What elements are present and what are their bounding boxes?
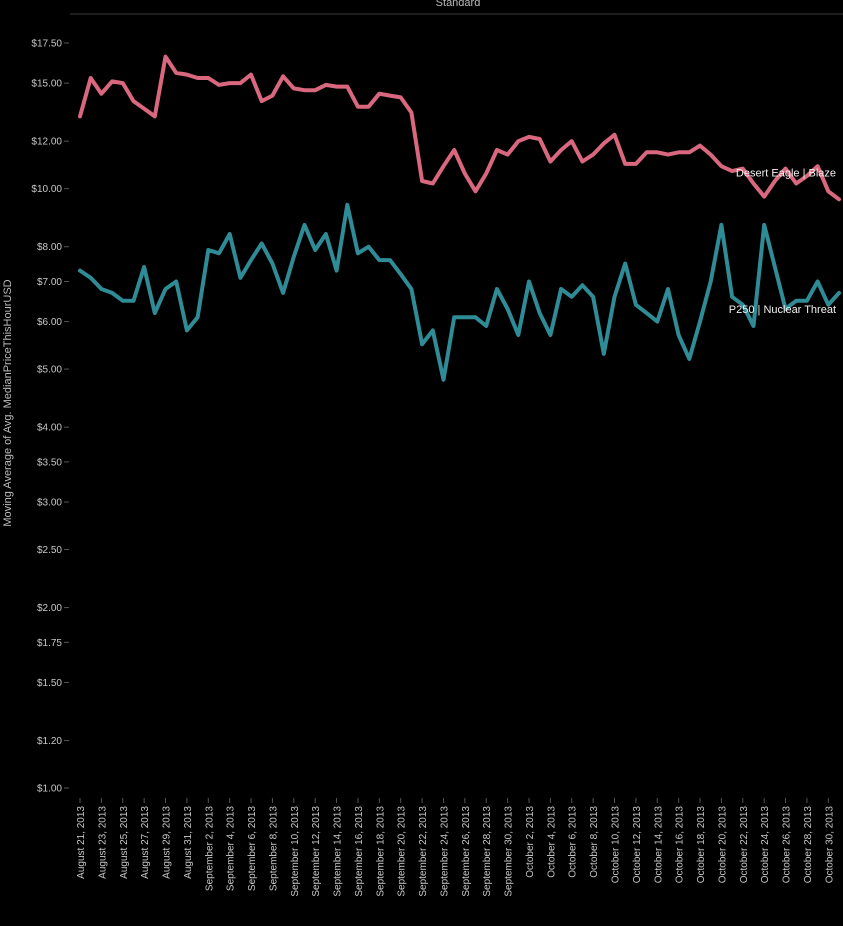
x-tick-label: October 4, 2013 [546,806,557,878]
x-tick-label: September 24, 2013 [439,806,450,897]
y-tick-label: $3.00 [37,498,62,509]
x-tick-label: September 10, 2013 [290,806,301,897]
x-tick-label: October 14, 2013 [653,806,664,884]
x-tick-label: September 18, 2013 [375,806,386,897]
y-axis-title: Moving Average of Avg. MedianPriceThisHo… [2,279,14,526]
y-tick-label: $7.00 [37,277,62,288]
series-layer [78,54,841,382]
x-tick-label: October 30, 2013 [824,806,835,884]
y-tick-label: $2.00 [37,603,62,614]
x-tick-label: September 16, 2013 [354,806,365,897]
x-tick-label: October 10, 2013 [611,806,622,884]
y-tick-label: $15.00 [31,79,62,90]
x-tick-label: October 20, 2013 [717,806,728,884]
y-tick-label: $2.50 [37,545,62,556]
x-tick-label: October 2, 2013 [525,806,536,878]
x-tick-label: September 4, 2013 [226,806,237,891]
x-tick-label: August 27, 2013 [140,806,151,879]
x-tick-label: October 6, 2013 [568,806,579,878]
y-tick-label: $8.00 [37,242,62,253]
x-tick-label: August 31, 2013 [183,806,194,879]
x-tick-label: October 8, 2013 [589,806,600,878]
x-tick-label: October 24, 2013 [760,806,771,884]
y-axis: $17.50 $15.00 $12.00 $10.00 $8.00 $7.00 $6.00 $… [31,39,69,795]
series-line-0 [78,54,841,202]
x-tick-label: September 30, 2013 [504,806,515,897]
x-tick-label: October 18, 2013 [696,806,707,884]
x-tick-label: August 21, 2013 [76,806,87,879]
y-tick-label: $5.00 [37,365,62,376]
x-tick-label: October 22, 2013 [739,806,750,884]
y-tick-label: $6.00 [37,317,62,328]
x-tick-label: September 14, 2013 [333,806,344,897]
x-tick-label: October 26, 2013 [782,806,793,884]
x-tick-label: September 2, 2013 [204,806,215,891]
x-tick-label: August 23, 2013 [97,806,108,879]
series-line-1 [78,202,841,382]
x-tick-label: September 28, 2013 [482,806,493,897]
x-tick-label: September 6, 2013 [247,806,258,891]
x-axis: August 21, 2013 August 23, 2013 August 25,… [76,798,835,897]
series-label-0: Desert Eagle | Blaze [736,168,836,180]
y-tick-label: $3.50 [37,457,62,468]
pane-header: Standard [436,0,481,9]
y-tick-label: $1.00 [37,784,62,795]
x-tick-label: September 26, 2013 [461,806,472,897]
y-tick-label: $10.00 [31,184,62,195]
x-tick-label: October 12, 2013 [632,806,643,884]
x-tick-label: October 16, 2013 [675,806,686,884]
series-labels: Desert Eagle | Blaze P250 | Nuclear Threa… [729,168,836,316]
x-tick-label: August 25, 2013 [119,806,130,879]
y-tick-label: $17.50 [31,39,62,50]
x-tick-label: September 22, 2013 [418,806,429,897]
y-tick-label: $12.00 [31,137,62,148]
y-tick-label: $1.50 [37,678,62,689]
x-tick-label: September 12, 2013 [311,806,322,897]
y-tick-label: $4.00 [37,423,62,434]
y-tick-label: $1.75 [37,638,62,649]
x-tick-label: September 20, 2013 [397,806,408,897]
x-tick-label: October 28, 2013 [803,806,814,884]
x-tick-label: August 29, 2013 [162,806,173,879]
x-tick-label: September 8, 2013 [268,806,279,891]
y-tick-label: $1.20 [37,736,62,747]
series-label-1: P250 | Nuclear Threat [729,304,836,316]
